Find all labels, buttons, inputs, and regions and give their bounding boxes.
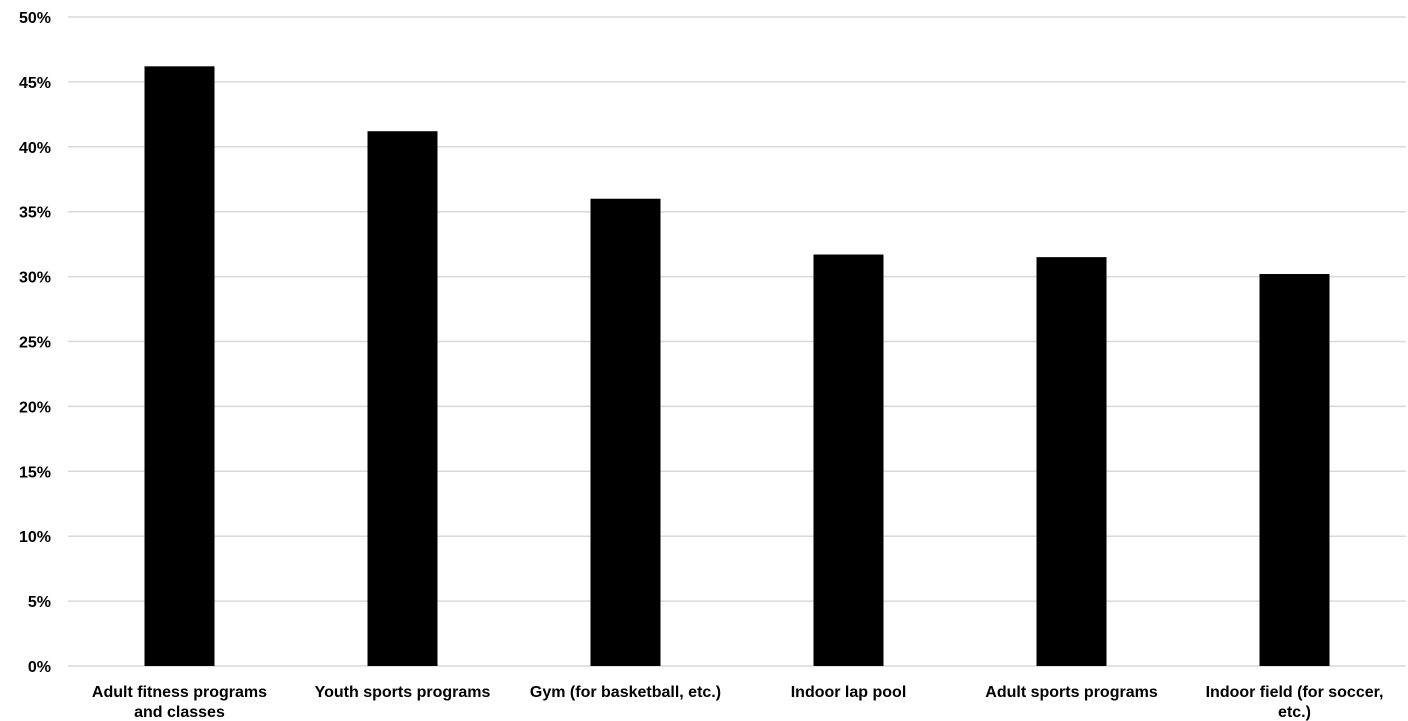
y-axis-tick-labels: 0% 5% 10% 15% 20% 25% 30% 35% 40% 45% 50% <box>19 10 51 676</box>
bar <box>1036 257 1107 666</box>
x-category-label-line: Indoor lap pool <box>791 684 907 701</box>
x-category-label-line: Adult sports programs <box>985 684 1158 701</box>
y-tick-label: 0% <box>28 659 51 676</box>
bar <box>367 131 438 666</box>
bar <box>590 198 661 666</box>
y-tick-label: 35% <box>19 205 51 222</box>
y-tick-label: 10% <box>19 529 51 546</box>
y-tick-label: 50% <box>19 10 51 27</box>
y-tick-label: 5% <box>28 594 51 611</box>
x-category-label-line: Adult fitness programs <box>92 684 267 701</box>
bars <box>144 66 1330 667</box>
y-tick-label: 25% <box>19 335 51 352</box>
bar <box>1259 274 1330 666</box>
x-category-label-line: Indoor field (for soccer, <box>1206 684 1384 701</box>
x-category-label-line: etc.) <box>1278 704 1311 721</box>
y-tick-label: 40% <box>19 140 51 157</box>
x-category-label: Indoor lap pool <box>791 684 907 701</box>
y-tick-label: 30% <box>19 270 51 287</box>
y-tick-label: 20% <box>19 399 51 416</box>
x-category-label: Adult fitness programs and classes <box>92 684 267 721</box>
y-tick-label: 15% <box>19 464 51 481</box>
x-category-label-line: and classes <box>134 704 225 721</box>
x-category-label: Indoor field (for soccer, etc.) <box>1206 684 1384 721</box>
y-tick-label: 45% <box>19 75 51 92</box>
bar <box>813 254 884 666</box>
x-axis-category-labels: Adult fitness programs and classes Youth s… <box>92 684 1383 721</box>
x-category-label-line: Youth sports programs <box>315 684 491 701</box>
bar <box>144 66 215 667</box>
gridlines <box>68 16 1406 667</box>
x-category-label: Gym (for basketball, etc.) <box>530 684 721 701</box>
x-category-label: Adult sports programs <box>985 684 1158 701</box>
x-category-label: Youth sports programs <box>315 684 491 701</box>
x-category-label-line: Gym (for basketball, etc.) <box>530 684 721 701</box>
